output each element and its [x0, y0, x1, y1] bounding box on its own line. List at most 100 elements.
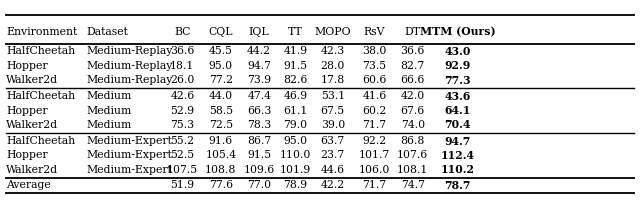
Text: 67.5: 67.5 [321, 106, 345, 116]
Text: 39.0: 39.0 [321, 120, 345, 130]
Text: 112.4: 112.4 [440, 150, 475, 161]
Text: 77.2: 77.2 [209, 75, 233, 85]
Text: 77.3: 77.3 [444, 75, 471, 86]
Text: 43.0: 43.0 [444, 46, 471, 57]
Text: Medium-Replay: Medium-Replay [86, 75, 173, 85]
Text: 51.9: 51.9 [170, 180, 195, 190]
Text: Dataset: Dataset [86, 27, 128, 37]
Text: MOPO: MOPO [314, 27, 351, 37]
Text: IQL: IQL [249, 27, 269, 37]
Text: 38.0: 38.0 [362, 46, 387, 56]
Text: 55.2: 55.2 [170, 136, 195, 146]
Text: Hopper: Hopper [6, 61, 48, 71]
Text: 60.6: 60.6 [362, 75, 387, 85]
Text: 28.0: 28.0 [321, 61, 345, 71]
Text: 86.8: 86.8 [401, 136, 425, 146]
Text: TT: TT [288, 27, 303, 37]
Text: 110.0: 110.0 [280, 151, 312, 160]
Text: HalfCheetah: HalfCheetah [6, 136, 76, 146]
Text: Hopper: Hopper [6, 151, 48, 160]
Text: Medium: Medium [86, 106, 132, 116]
Text: 41.9: 41.9 [284, 46, 308, 56]
Text: CQL: CQL [209, 27, 233, 37]
Text: Environment: Environment [6, 27, 77, 37]
Text: 82.6: 82.6 [284, 75, 308, 85]
Text: 91.5: 91.5 [247, 151, 271, 160]
Text: Medium: Medium [86, 91, 132, 101]
Text: 101.7: 101.7 [359, 151, 390, 160]
Text: 42.2: 42.2 [321, 180, 345, 190]
Text: RsV: RsV [364, 27, 385, 37]
Text: 86.7: 86.7 [247, 136, 271, 146]
Text: 73.9: 73.9 [247, 75, 271, 85]
Text: 61.1: 61.1 [284, 106, 308, 116]
Text: Walker2d: Walker2d [6, 120, 58, 130]
Text: 63.7: 63.7 [321, 136, 345, 146]
Text: 78.9: 78.9 [284, 180, 308, 190]
Text: 64.1: 64.1 [444, 105, 471, 116]
Text: 91.6: 91.6 [209, 136, 233, 146]
Text: 91.5: 91.5 [284, 61, 308, 71]
Text: 101.9: 101.9 [280, 165, 311, 175]
Text: 71.7: 71.7 [362, 120, 387, 130]
Text: 92.9: 92.9 [444, 60, 471, 71]
Text: 82.7: 82.7 [401, 61, 425, 71]
Text: 110.2: 110.2 [440, 164, 475, 175]
Text: 26.0: 26.0 [170, 75, 195, 85]
Text: 77.0: 77.0 [247, 180, 271, 190]
Text: HalfCheetah: HalfCheetah [6, 91, 76, 101]
Text: 66.6: 66.6 [401, 75, 425, 85]
Text: Medium: Medium [86, 120, 132, 130]
Text: 67.6: 67.6 [401, 106, 425, 116]
Text: 107.6: 107.6 [397, 151, 428, 160]
Text: 52.9: 52.9 [170, 106, 195, 116]
Text: 74.0: 74.0 [401, 120, 425, 130]
Text: 78.3: 78.3 [247, 120, 271, 130]
Text: Medium-Replay: Medium-Replay [86, 46, 173, 56]
Text: 70.4: 70.4 [444, 120, 471, 130]
Text: 23.7: 23.7 [321, 151, 345, 160]
Text: Medium-Expert: Medium-Expert [86, 136, 172, 146]
Text: 77.6: 77.6 [209, 180, 233, 190]
Text: 92.2: 92.2 [362, 136, 387, 146]
Text: BC: BC [174, 27, 191, 37]
Text: Medium-Expert: Medium-Expert [86, 165, 172, 175]
Text: 73.5: 73.5 [362, 61, 387, 71]
Text: DT: DT [405, 27, 421, 37]
Text: 42.0: 42.0 [401, 91, 425, 101]
Text: Hopper: Hopper [6, 106, 48, 116]
Text: 43.6: 43.6 [444, 91, 471, 102]
Text: Walker2d: Walker2d [6, 165, 58, 175]
Text: 17.8: 17.8 [321, 75, 345, 85]
Text: 53.1: 53.1 [321, 91, 345, 101]
Text: 95.0: 95.0 [209, 61, 233, 71]
Text: MTM (Ours): MTM (Ours) [420, 27, 495, 38]
Text: 66.3: 66.3 [247, 106, 271, 116]
Text: 78.7: 78.7 [444, 180, 471, 191]
Text: 42.3: 42.3 [321, 46, 345, 56]
Text: 36.6: 36.6 [170, 46, 195, 56]
Text: 42.6: 42.6 [170, 91, 195, 101]
Text: 108.8: 108.8 [205, 165, 237, 175]
Text: 44.0: 44.0 [209, 91, 233, 101]
Text: 18.1: 18.1 [170, 61, 195, 71]
Text: Medium-Replay: Medium-Replay [86, 61, 173, 71]
Text: 58.5: 58.5 [209, 106, 233, 116]
Text: HalfCheetah: HalfCheetah [6, 46, 76, 56]
Text: 94.7: 94.7 [247, 61, 271, 71]
Text: 105.4: 105.4 [205, 151, 236, 160]
Text: Average: Average [6, 180, 51, 190]
Text: 106.0: 106.0 [358, 165, 390, 175]
Text: 46.9: 46.9 [284, 91, 308, 101]
Text: 36.6: 36.6 [401, 46, 425, 56]
Text: 72.5: 72.5 [209, 120, 233, 130]
Text: 74.7: 74.7 [401, 180, 425, 190]
Text: 44.2: 44.2 [247, 46, 271, 56]
Text: 75.3: 75.3 [170, 120, 195, 130]
Text: Medium-Expert: Medium-Expert [86, 151, 172, 160]
Text: 107.5: 107.5 [167, 165, 198, 175]
Text: 52.5: 52.5 [170, 151, 195, 160]
Text: 60.2: 60.2 [362, 106, 387, 116]
Text: 94.7: 94.7 [444, 136, 471, 147]
Text: 71.7: 71.7 [362, 180, 387, 190]
